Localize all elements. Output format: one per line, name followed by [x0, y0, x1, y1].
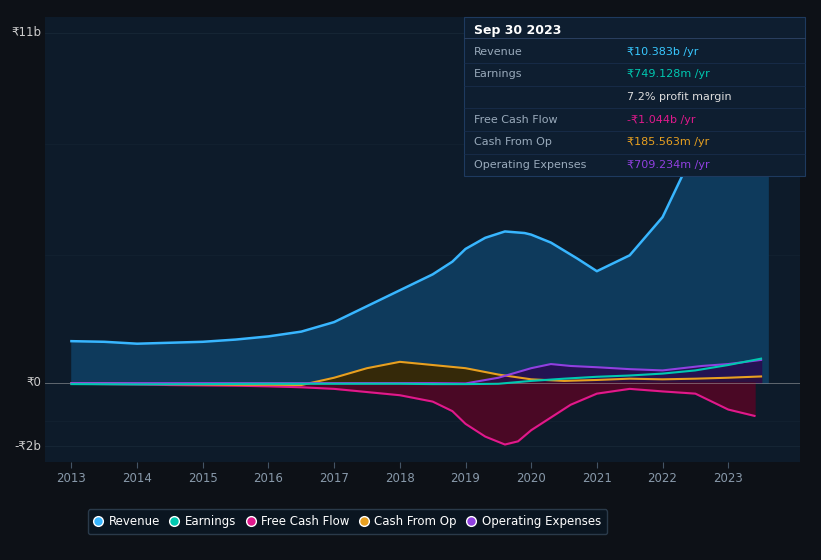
Text: -₹2b: -₹2b — [15, 440, 41, 452]
Text: ₹749.128m /yr: ₹749.128m /yr — [627, 69, 710, 80]
Text: Cash From Op: Cash From Op — [474, 137, 552, 147]
Text: ₹709.234m /yr: ₹709.234m /yr — [627, 160, 710, 170]
Text: ₹10.383b /yr: ₹10.383b /yr — [627, 46, 699, 57]
Text: Free Cash Flow: Free Cash Flow — [474, 115, 557, 125]
Text: Earnings: Earnings — [474, 69, 522, 80]
Text: Sep 30 2023: Sep 30 2023 — [474, 24, 561, 36]
Legend: Revenue, Earnings, Free Cash Flow, Cash From Op, Operating Expenses: Revenue, Earnings, Free Cash Flow, Cash … — [88, 509, 607, 534]
Text: ₹0: ₹0 — [26, 376, 41, 389]
Text: -₹1.044b /yr: -₹1.044b /yr — [627, 115, 696, 125]
Text: ₹11b: ₹11b — [11, 26, 41, 39]
Text: Revenue: Revenue — [474, 46, 522, 57]
Text: Operating Expenses: Operating Expenses — [474, 160, 586, 170]
Text: 7.2% profit margin: 7.2% profit margin — [627, 92, 732, 102]
Text: ₹185.563m /yr: ₹185.563m /yr — [627, 137, 709, 147]
